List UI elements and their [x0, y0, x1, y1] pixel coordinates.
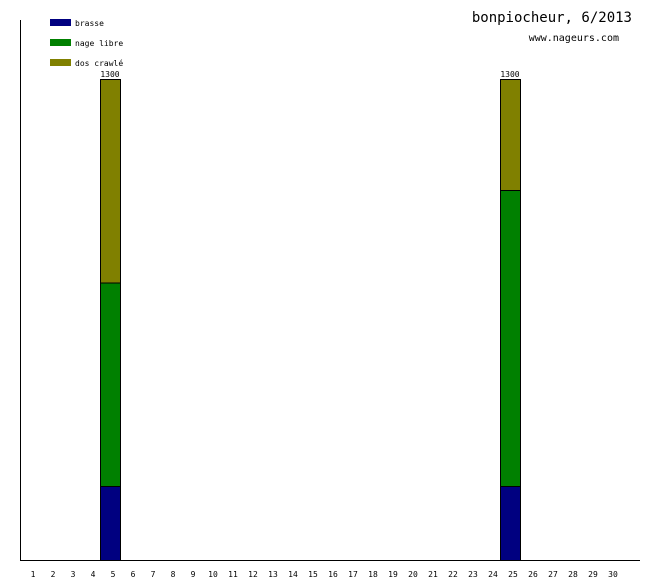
bar-total-label: 1300: [100, 70, 119, 79]
x-tick-label: 18: [368, 570, 378, 579]
x-tick-label: 26: [528, 570, 538, 579]
x-tick-label: 17: [348, 570, 358, 579]
x-tick-label: 6: [131, 570, 136, 579]
x-tick-label: 27: [548, 570, 558, 579]
bar-segment-nage-libre-day-5: [100, 282, 121, 487]
x-tick-label: 5: [111, 570, 116, 579]
x-tick-label: 25: [508, 570, 518, 579]
bar-segment-brasse-day-25: [500, 486, 521, 561]
x-tick-label: 14: [288, 570, 298, 579]
legend: brasse nage libre dos crawlé: [50, 19, 123, 68]
x-tick-label: 30: [608, 570, 618, 579]
x-tick-label: 13: [268, 570, 278, 579]
x-tick-label: 2: [51, 570, 56, 579]
legend-label: dos crawlé: [75, 58, 123, 68]
x-tick-label: 9: [191, 570, 196, 579]
x-tick-label: 21: [428, 570, 438, 579]
chart-subtitle: www.nageurs.com: [529, 33, 619, 44]
legend-label: nage libre: [75, 39, 123, 48]
x-tick-label: 3: [71, 570, 76, 579]
bar-total-label: 1300: [500, 70, 519, 79]
x-tick-labels: 1 2 3 4 5 6 7 8 9 10 11 12 13 14 15 16 17 18 19 20 21 22 23 24 2…: [31, 570, 618, 579]
x-tick-label: 29: [588, 570, 598, 579]
bar-segment-dos-crawlé-day-25: [500, 79, 521, 191]
x-tick-label: 24: [488, 570, 498, 579]
x-tick-label: 12: [248, 570, 258, 579]
bar-segment-brasse-day-5: [100, 486, 121, 561]
x-tick-label: 28: [568, 570, 578, 579]
x-tick-label: 8: [171, 570, 176, 579]
x-tick-label: 7: [151, 570, 156, 579]
x-tick-label: 1: [31, 570, 36, 579]
x-tick-label: 11: [228, 570, 238, 579]
x-tick-label: 22: [448, 570, 458, 579]
bars: 1300 1300: [100, 70, 521, 561]
x-tick-label: 19: [388, 570, 398, 579]
chart-title: bonpiocheur, 6/2013: [472, 10, 632, 26]
x-tick-label: 15: [308, 570, 318, 579]
bar-segment-nage-libre-day-25: [500, 190, 521, 487]
legend-swatch: [50, 19, 71, 26]
bar-segment-dos-crawlé-day-5: [100, 79, 121, 284]
legend-swatch: [50, 59, 71, 66]
x-tick-label: 20: [408, 570, 418, 579]
x-tick-label: 4: [91, 570, 96, 579]
legend-label: brasse: [75, 19, 104, 28]
x-tick-label: 23: [468, 570, 478, 579]
x-tick-label: 16: [328, 570, 338, 579]
legend-swatch: [50, 39, 71, 46]
x-tick-label: 10: [208, 570, 218, 579]
